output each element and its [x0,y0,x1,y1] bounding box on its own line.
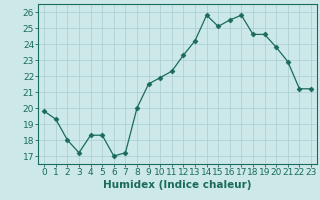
X-axis label: Humidex (Indice chaleur): Humidex (Indice chaleur) [103,180,252,190]
